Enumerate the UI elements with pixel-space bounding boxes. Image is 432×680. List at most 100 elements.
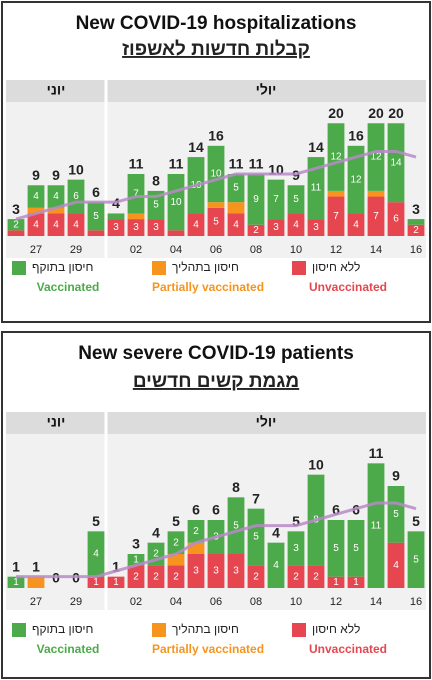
segment-label: 5 xyxy=(153,200,159,211)
segment-label: 10 xyxy=(170,197,182,208)
total-label: 4 xyxy=(272,524,280,540)
trend-line xyxy=(15,149,417,221)
total-label: 6 xyxy=(212,502,220,518)
bar-segment xyxy=(207,207,225,236)
bar-segment xyxy=(327,123,345,191)
segment-label: 2 xyxy=(13,219,19,230)
legend-label: חיסון בתהליך xyxy=(172,260,239,274)
segment-label: 5 xyxy=(353,543,359,554)
bar-segment xyxy=(7,576,25,588)
segment-label: 4 xyxy=(33,219,39,230)
segment-label: 11 xyxy=(311,183,322,194)
segment-label: 12 xyxy=(350,174,362,185)
legend-swatch xyxy=(292,623,306,637)
month-label: יוני xyxy=(47,414,66,430)
segment-label: 1 xyxy=(13,577,19,588)
bar-segment xyxy=(27,207,45,214)
segment-label: 4 xyxy=(273,560,279,571)
legend-label-en: Partially vaccinated xyxy=(152,642,264,656)
segment-label: 7 xyxy=(273,194,279,205)
bar-segment xyxy=(187,554,205,588)
x-tick-label: 16 xyxy=(410,244,422,256)
legend-swatch xyxy=(292,261,306,275)
bar-segment xyxy=(327,196,345,236)
bar-segment xyxy=(47,207,65,214)
bar-segment xyxy=(287,213,305,236)
bar-segment xyxy=(127,554,145,566)
bar-segment xyxy=(47,213,65,236)
bar-segment xyxy=(227,202,245,214)
segment-label: 4 xyxy=(33,191,39,202)
bar-segment xyxy=(187,213,205,236)
segment-label: 5 xyxy=(293,194,299,205)
segment-label: 5 xyxy=(93,211,99,222)
segment-label: 3 xyxy=(153,222,159,233)
legend-label-en: Partially vaccinated xyxy=(152,280,264,294)
bar-segment xyxy=(67,179,85,214)
chart-subtitle: מגמת קשים חדשים xyxy=(133,371,299,392)
chart-title: New COVID-19 hospitalizations xyxy=(76,13,357,34)
total-label: 3 xyxy=(132,536,140,552)
segment-label: 3 xyxy=(233,566,239,577)
total-label: 5 xyxy=(292,513,300,529)
segment-label: 2 xyxy=(153,549,159,560)
bar-segment xyxy=(167,565,185,588)
segment-label: 3 xyxy=(313,222,319,233)
trend-line xyxy=(16,501,417,579)
segment-label: 3 xyxy=(293,543,299,554)
bar-segment xyxy=(87,576,105,588)
x-tick-label: 29 xyxy=(70,596,82,608)
total-label: 14 xyxy=(188,139,204,155)
segment-label: 7 xyxy=(133,188,139,199)
x-tick-label: 16 xyxy=(410,596,422,608)
bar-segment xyxy=(127,174,145,214)
segment-label: 1 xyxy=(133,554,139,565)
total-label: 11 xyxy=(369,445,384,461)
bar-segment xyxy=(107,219,125,236)
bar-segment xyxy=(367,123,385,191)
segment-label: 3 xyxy=(133,222,139,233)
total-label: 3 xyxy=(412,201,420,217)
bar-segment xyxy=(287,565,305,588)
bar-segment xyxy=(307,565,325,588)
month-header xyxy=(6,412,426,434)
segment-label: 5 xyxy=(413,554,419,565)
segment-label: 4 xyxy=(293,219,299,230)
bar-segment xyxy=(267,179,285,220)
bar-segment xyxy=(227,497,245,554)
bar-segment xyxy=(247,224,265,236)
bar-segment xyxy=(387,202,405,236)
segment-label: 3 xyxy=(193,566,199,577)
bar-segment xyxy=(267,542,285,588)
total-label: 11 xyxy=(129,156,144,172)
bar-segment xyxy=(107,213,125,220)
segment-label: 5 xyxy=(233,520,239,531)
total-label: 9 xyxy=(32,167,40,183)
segment-label: 9 xyxy=(253,194,259,205)
x-tick-label: 06 xyxy=(210,244,222,256)
month-header xyxy=(6,80,426,102)
segment-label: 4 xyxy=(93,549,99,560)
total-label: 5 xyxy=(172,513,180,529)
bar-segment xyxy=(407,219,425,225)
segment-label: 2 xyxy=(413,225,419,236)
segment-label: 1 xyxy=(113,577,119,588)
x-tick-label: 27 xyxy=(30,244,42,256)
total-label: 4 xyxy=(152,524,160,540)
x-tick-label: 10 xyxy=(290,596,302,608)
legend-label: חיסון בתהליך xyxy=(172,622,239,636)
total-label: 1 xyxy=(112,558,120,574)
bar-segment xyxy=(227,554,245,588)
bar-segment xyxy=(147,219,165,236)
bar-segment xyxy=(367,196,385,236)
total-label: 8 xyxy=(232,479,240,495)
x-tick-label: 04 xyxy=(170,244,182,256)
segment-label: 6 xyxy=(73,191,79,202)
bar-segment xyxy=(87,230,105,236)
total-label: 20 xyxy=(368,105,384,121)
bar-segment xyxy=(127,219,145,236)
bar-segment xyxy=(307,157,325,220)
bar-segment xyxy=(247,508,265,566)
segment-label: 3 xyxy=(273,222,279,233)
